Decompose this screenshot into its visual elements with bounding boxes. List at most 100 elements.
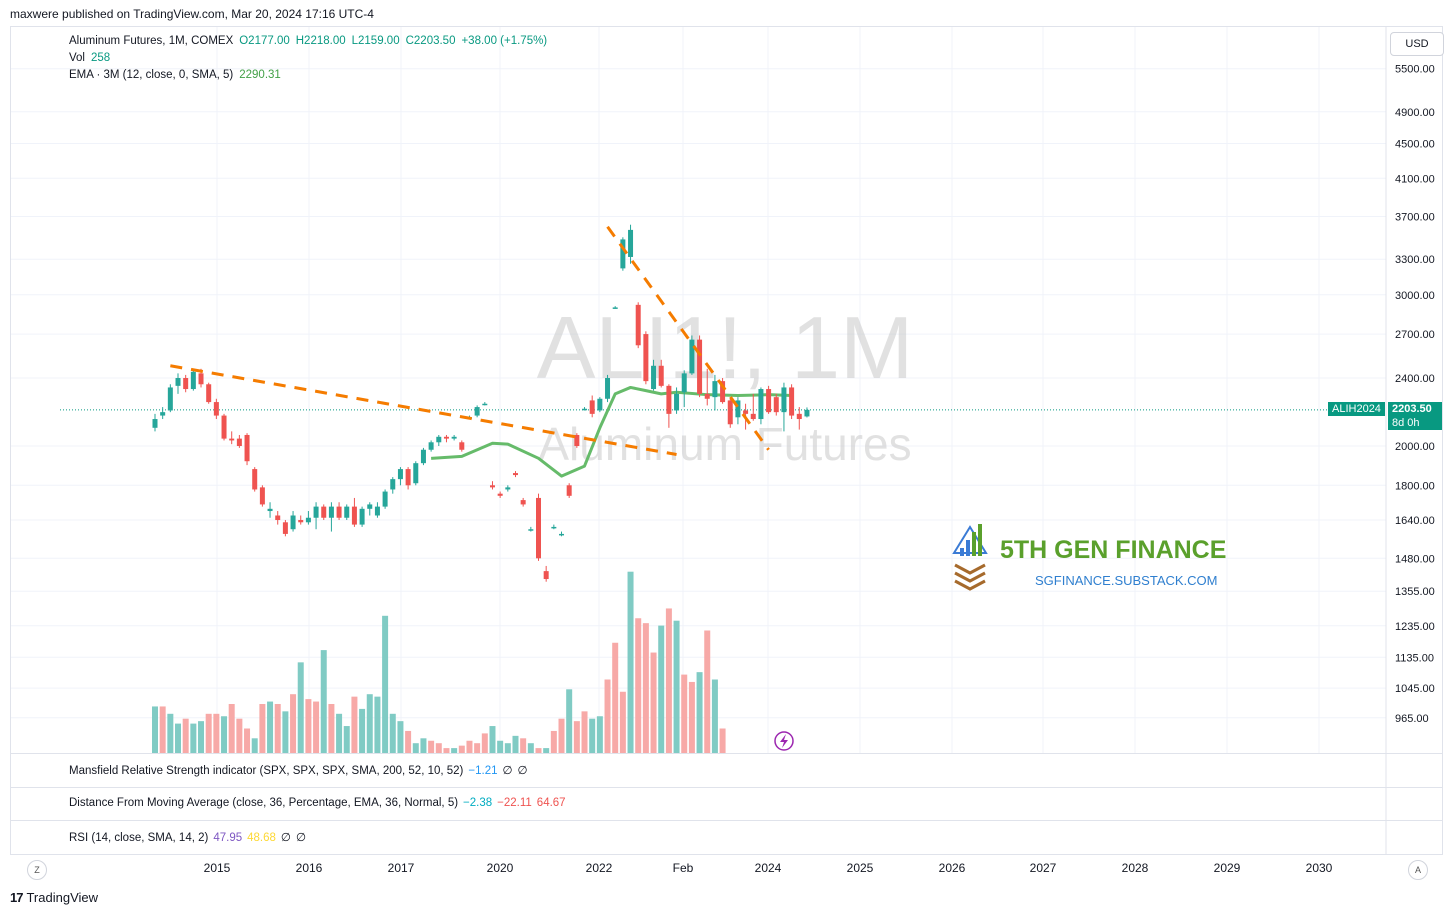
candle[interactable] (559, 533, 565, 536)
candle[interactable] (160, 412, 166, 416)
candle[interactable] (804, 409, 810, 417)
candle[interactable] (689, 339, 695, 374)
currency-button[interactable]: USD (1390, 32, 1444, 56)
candle[interactable] (198, 373, 204, 385)
candle[interactable] (374, 506, 380, 516)
candle[interactable] (489, 485, 495, 488)
candle[interactable] (382, 491, 388, 507)
pane-divider[interactable] (11, 753, 1442, 754)
candle[interactable] (267, 508, 273, 512)
candle[interactable] (528, 529, 534, 531)
candle[interactable] (512, 473, 518, 476)
candle[interactable] (543, 571, 549, 580)
candle[interactable] (405, 469, 411, 486)
tradingview-footer[interactable]: 17 TradingView (10, 890, 98, 905)
candle[interactable] (359, 508, 365, 525)
trend-line[interactable] (606, 225, 770, 451)
candle[interactable] (451, 436, 457, 439)
candle[interactable] (313, 506, 319, 518)
candle[interactable] (290, 515, 296, 530)
candle[interactable] (582, 408, 588, 411)
candle[interactable] (727, 400, 733, 425)
candle[interactable] (351, 506, 357, 525)
candle[interactable] (666, 385, 672, 414)
candle[interactable] (367, 504, 373, 509)
candle[interactable] (206, 384, 212, 403)
candle[interactable] (443, 436, 449, 439)
candle[interactable] (175, 378, 181, 386)
candle[interactable] (474, 407, 480, 416)
candle[interactable] (712, 381, 718, 398)
candle[interactable] (750, 413, 756, 420)
candle[interactable] (282, 522, 288, 534)
candle[interactable] (589, 400, 595, 414)
candle[interactable] (635, 304, 641, 346)
candle[interactable] (152, 419, 158, 428)
candle[interactable] (704, 393, 710, 399)
candle[interactable] (497, 493, 503, 496)
candle[interactable] (551, 526, 557, 529)
candle[interactable] (674, 393, 680, 411)
candle[interactable] (420, 449, 426, 464)
candle[interactable] (336, 506, 342, 518)
candle[interactable] (505, 487, 511, 490)
candle[interactable] (620, 239, 626, 269)
pane-divider[interactable] (11, 820, 1442, 821)
candle[interactable] (766, 389, 772, 413)
candle[interactable] (259, 487, 265, 505)
candle[interactable] (758, 389, 764, 420)
candle[interactable] (743, 410, 749, 414)
candle[interactable] (720, 381, 726, 403)
mansfield-pane-title[interactable]: Mansfield Relative Strength indicator (S… (69, 763, 533, 777)
auto-scale-button[interactable]: A (1408, 860, 1428, 880)
candle[interactable] (413, 463, 419, 484)
candle[interactable] (436, 436, 442, 443)
candle[interactable] (221, 415, 227, 439)
candle[interactable] (244, 434, 250, 462)
candle[interactable] (183, 378, 189, 390)
candle[interactable] (605, 378, 611, 399)
candle[interactable] (789, 387, 795, 416)
candle[interactable] (321, 506, 327, 518)
rsi-pane-title[interactable]: RSI (14, close, SMA, 14, 2) 47.95 48.68 ∅ ∅ (69, 830, 311, 844)
candle[interactable] (681, 373, 687, 393)
candle[interactable] (536, 497, 541, 559)
pane-divider[interactable] (11, 787, 1442, 788)
candle[interactable] (252, 469, 258, 490)
candle[interactable] (566, 485, 572, 496)
distance-pane-title[interactable]: Distance From Moving Average (close, 36,… (69, 797, 571, 809)
volume-legend[interactable]: Vol 258 (69, 52, 116, 64)
trend-line[interactable] (170, 364, 677, 456)
candle[interactable] (344, 506, 350, 518)
candle[interactable] (796, 413, 802, 420)
candle[interactable] (236, 438, 242, 446)
candle[interactable] (298, 520, 304, 523)
candle[interactable] (397, 469, 403, 480)
candle[interactable] (520, 500, 526, 505)
candle[interactable] (658, 365, 664, 386)
candle[interactable] (735, 400, 741, 418)
candle[interactable] (597, 398, 603, 411)
candle[interactable] (190, 371, 196, 390)
candle[interactable] (643, 334, 649, 382)
candle[interactable] (459, 442, 465, 450)
candle[interactable] (612, 307, 618, 309)
candle[interactable] (428, 442, 434, 450)
candle[interactable] (697, 339, 703, 394)
candle[interactable] (781, 387, 787, 413)
candle[interactable] (275, 515, 281, 521)
candle[interactable] (167, 387, 173, 411)
candle[interactable] (328, 506, 334, 518)
candle[interactable] (213, 402, 219, 416)
zoom-button[interactable]: Z (27, 860, 47, 880)
candle[interactable] (628, 229, 634, 257)
candle[interactable] (482, 403, 488, 406)
candle[interactable] (574, 434, 580, 446)
candle[interactable] (229, 438, 235, 441)
ema-line[interactable] (431, 385, 792, 478)
candle[interactable] (305, 517, 311, 523)
candle[interactable] (390, 479, 396, 490)
candle[interactable] (773, 397, 779, 413)
symbol-name[interactable]: Aluminum Futures, 1M, COMEX (69, 35, 234, 47)
